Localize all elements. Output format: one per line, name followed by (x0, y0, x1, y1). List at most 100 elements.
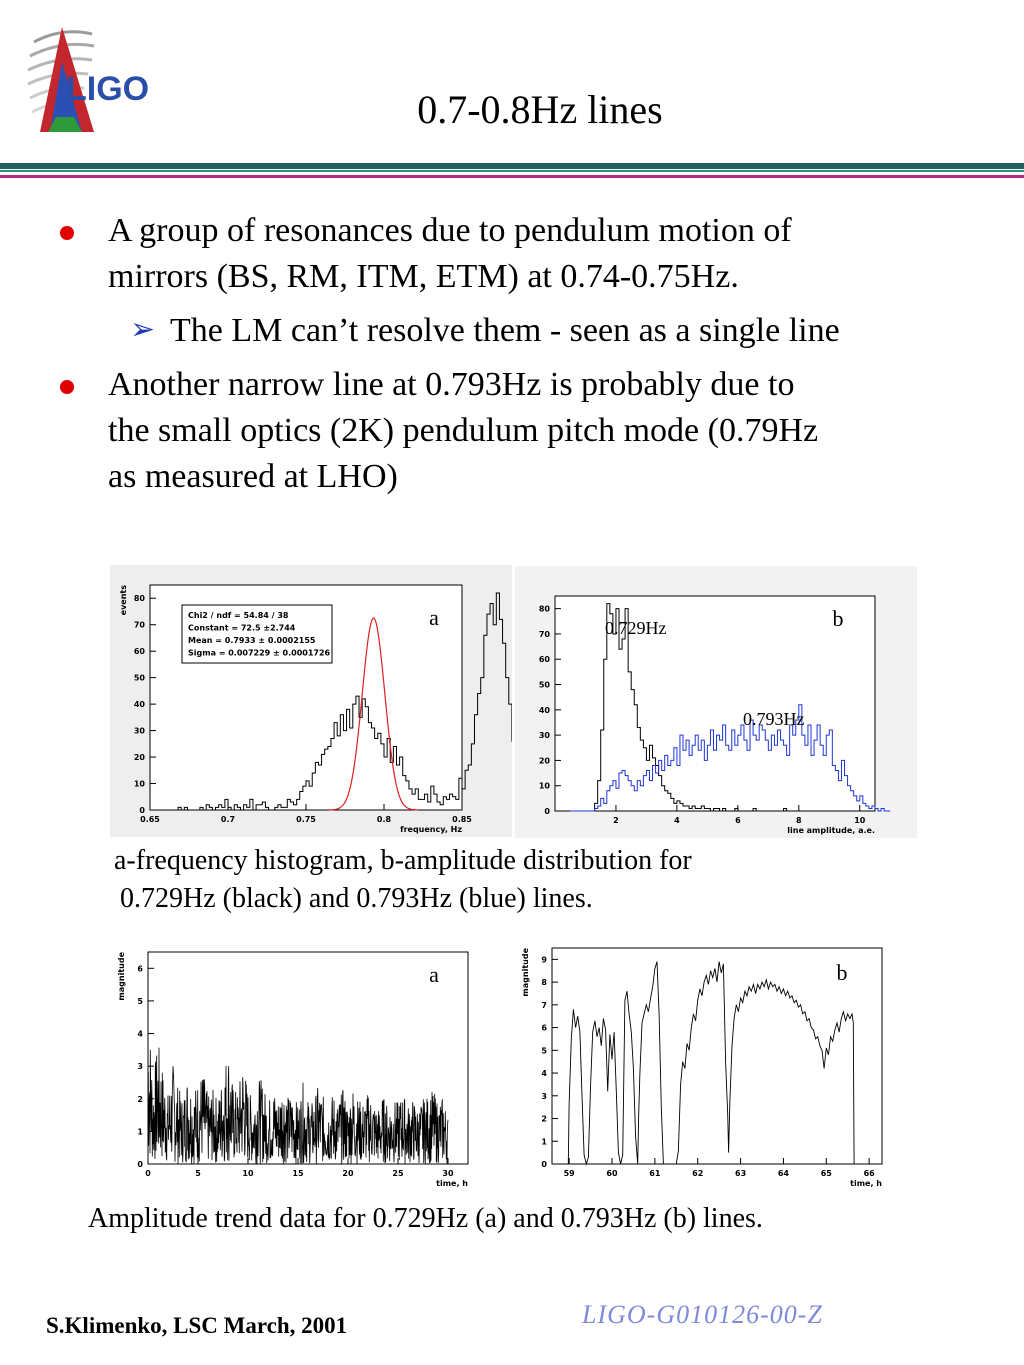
panel-label: b (833, 606, 844, 631)
y-axis-label: magnitude (521, 947, 530, 996)
panel-label: b (837, 960, 848, 985)
footer-author: S.Klimenko, LSC March, 2001 (46, 1313, 348, 1338)
x-tick-label: 0.8 (377, 815, 392, 824)
y-tick-label: 3 (541, 1092, 547, 1101)
y-tick-label: 20 (539, 756, 551, 765)
amplitude-distribution-chart: 2 4 6 8 10 0 10 20 30 40 50 60 70 80 line amplitude, a… (515, 566, 917, 838)
x-tick-label: 20 (342, 1169, 354, 1178)
x-tick-label: 0.85 (452, 815, 472, 824)
y-tick-label: 60 (539, 655, 551, 664)
trend-729hz-chart: 0 5 10 15 20 25 30 0 1 2 3 4 5 6 time, h magnitude a (118, 942, 490, 1194)
stats-line: Chi2 / ndf = 54.84 / 38 (188, 611, 289, 620)
y-axis-label: magnitude (118, 951, 126, 1000)
x-tick-label: 0 (145, 1169, 151, 1178)
bullet-dot-1 (60, 226, 74, 240)
x-tick-label: 64 (778, 1169, 790, 1178)
sub-bullet-1: The LM can’t resolve them - seen as a si… (170, 312, 840, 349)
stats-line: Mean = 0.7933 ± 0.0002155 (188, 636, 316, 645)
y-tick-label: 6 (541, 1024, 547, 1033)
x-tick-label: 60 (606, 1169, 618, 1178)
caption-trends: Amplitude trend data for 0.729Hz (a) and… (88, 1203, 763, 1234)
histogram-series-frequency (168, 592, 512, 811)
y-tick-label: 0 (137, 1160, 143, 1169)
stats-line: Constant = 72.5 ±2.744 (188, 624, 296, 633)
x-tick-label: 59 (564, 1169, 576, 1178)
y-tick-label: 9 (541, 955, 547, 964)
y-tick-label: 40 (134, 700, 146, 709)
y-tick-label: 0 (544, 807, 550, 816)
x-tick-label: 8 (796, 816, 802, 825)
y-tick-label: 50 (134, 674, 146, 683)
x-tick-label: 66 (864, 1169, 876, 1178)
x-axis-label: time, h (436, 1179, 468, 1188)
histogram-series-0.729Hz (570, 603, 866, 812)
frequency-histogram-chart: 0.65 0.7 0.75 0.8 0.85 0 10 20 30 40 50 60 70 80 frequ… (110, 565, 512, 837)
y-tick-label: 7 (541, 1001, 547, 1010)
y-tick-label: 10 (134, 780, 146, 789)
stats-line: Sigma = 0.007229 ± 0.0001726 (188, 649, 331, 658)
x-tick-label: 10 (854, 816, 866, 825)
bullet-1-line-1: A group of resonances due to pendulum mo… (108, 212, 792, 249)
sub-bullet-arrow-icon: ➢ (130, 312, 156, 347)
title-rule-dark (0, 163, 1024, 169)
y-tick-label: 8 (541, 978, 547, 987)
x-tick-label: 62 (692, 1169, 703, 1178)
y-tick-label: 80 (539, 605, 551, 614)
bullet-dot-2 (60, 380, 74, 394)
plot-area (551, 947, 883, 1165)
x-tick-label: 0.7 (221, 815, 235, 824)
y-tick-label: 30 (539, 731, 551, 740)
x-tick-label: 30 (442, 1169, 454, 1178)
footer-document-id: LIGO-G010126-00-Z (582, 1300, 823, 1329)
x-tick-label: 4 (674, 816, 680, 825)
x-axis-label: time, h (850, 1179, 882, 1188)
y-tick-label: 30 (134, 727, 146, 736)
x-tick-label: 10 (242, 1169, 254, 1178)
y-tick-label: 4 (541, 1069, 547, 1078)
x-tick-label: 65 (821, 1169, 833, 1178)
slide-title: 0.7-0.8Hz lines (417, 87, 663, 132)
y-tick-label: 1 (137, 1127, 143, 1136)
panel-label: a (429, 605, 439, 630)
y-tick-label: 0 (139, 806, 145, 815)
y-tick-label: 3 (137, 1062, 143, 1071)
y-tick-label: 40 (539, 706, 551, 715)
x-tick-label: 6 (735, 816, 741, 825)
y-tick-label: 5 (541, 1046, 547, 1055)
bullet-1-line-2: mirrors (BS, RM, ITM, ETM) at 0.74-0.75H… (108, 258, 739, 295)
y-tick-label: 70 (134, 621, 146, 630)
histogram-series-0.793Hz (570, 704, 891, 812)
x-tick-label: 0.75 (296, 815, 316, 824)
annotation-793hz: 0.793Hz (743, 709, 805, 729)
x-tick-label: 2 (613, 816, 619, 825)
y-tick-label: 50 (539, 681, 551, 690)
x-tick-label: 15 (292, 1169, 304, 1178)
stats-box (181, 604, 333, 664)
y-axis-label: events (119, 585, 128, 616)
y-tick-label: 4 (137, 1030, 143, 1039)
gaussian-fit-curve (329, 617, 419, 811)
trend-series-793hz (567, 961, 855, 1166)
caption-histograms-line-1: a-frequency histogram, b-amplitude distr… (114, 845, 692, 876)
y-tick-label: 2 (137, 1095, 143, 1104)
plot-area (554, 595, 876, 812)
x-axis-label: frequency, Hz (400, 825, 462, 834)
x-tick-label: 0.65 (140, 815, 160, 824)
caption-histograms-line-2: 0.729Hz (black) and 0.793Hz (blue) lines… (120, 883, 593, 914)
y-tick-label: 60 (134, 647, 146, 656)
x-tick-label: 25 (392, 1169, 404, 1178)
x-tick-label: 63 (735, 1169, 746, 1178)
y-tick-label: 2 (541, 1115, 547, 1124)
title-rule-magenta (0, 175, 1024, 178)
x-axis-label: line amplitude, a.e. (787, 826, 875, 835)
y-tick-label: 70 (539, 630, 551, 639)
y-tick-label: 20 (134, 753, 146, 762)
bullet-2-line-2: the small optics (2K) pendulum pitch mod… (108, 412, 819, 449)
bullet-2-line-1: Another narrow line at 0.793Hz is probab… (108, 366, 795, 403)
annotation-729hz: 0.729Hz (605, 618, 667, 638)
title-rule-mid (0, 170, 1024, 172)
logo-text: LIGO (66, 70, 149, 108)
y-tick-label: 80 (134, 594, 146, 603)
y-tick-label: 10 (539, 782, 551, 791)
trend-793hz-chart: 59 60 61 62 63 64 65 66 0 1 2 3 4 5 6 7 8 9 time, h magnitu… (520, 942, 890, 1194)
